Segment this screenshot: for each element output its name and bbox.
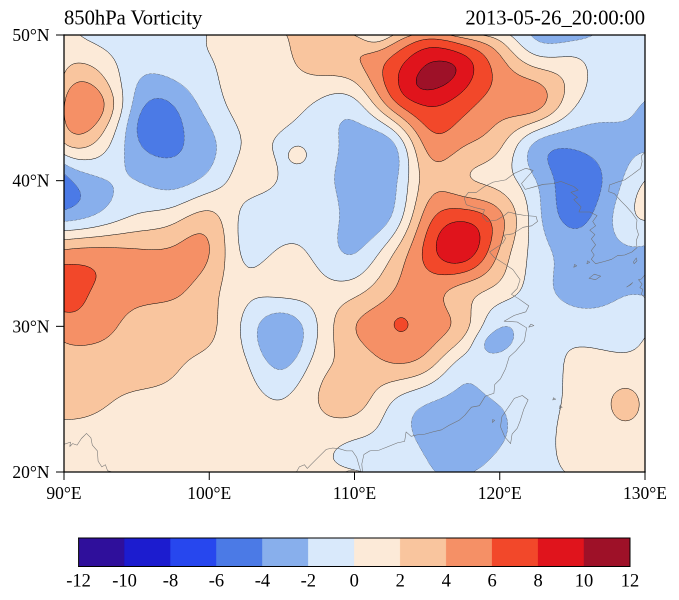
- svg-text:2: 2: [396, 571, 405, 591]
- svg-text:4: 4: [442, 571, 451, 591]
- svg-text:0: 0: [350, 571, 359, 591]
- svg-text:-4: -4: [255, 571, 270, 591]
- svg-text:850hPa Vorticity: 850hPa Vorticity: [64, 8, 203, 30]
- svg-text:130°E: 130°E: [623, 483, 667, 503]
- svg-text:6: 6: [488, 571, 497, 591]
- svg-text:-10: -10: [112, 571, 137, 591]
- svg-text:20°N: 20°N: [12, 462, 49, 482]
- svg-text:8: 8: [533, 571, 542, 591]
- svg-text:-8: -8: [163, 571, 178, 591]
- svg-text:40°N: 40°N: [12, 171, 49, 191]
- svg-text:2013-05-26_20:00:00: 2013-05-26_20:00:00: [465, 8, 645, 30]
- svg-text:110°E: 110°E: [333, 483, 376, 503]
- svg-text:30°N: 30°N: [12, 316, 49, 336]
- svg-text:12: 12: [621, 571, 640, 591]
- svg-text:120°E: 120°E: [478, 483, 522, 503]
- svg-text:100°E: 100°E: [187, 483, 231, 503]
- svg-text:50°N: 50°N: [12, 25, 49, 45]
- svg-text:-12: -12: [66, 571, 91, 591]
- svg-text:-6: -6: [209, 571, 224, 591]
- svg-text:90°E: 90°E: [46, 483, 81, 503]
- svg-text:-2: -2: [301, 571, 316, 591]
- svg-text:10: 10: [575, 571, 594, 591]
